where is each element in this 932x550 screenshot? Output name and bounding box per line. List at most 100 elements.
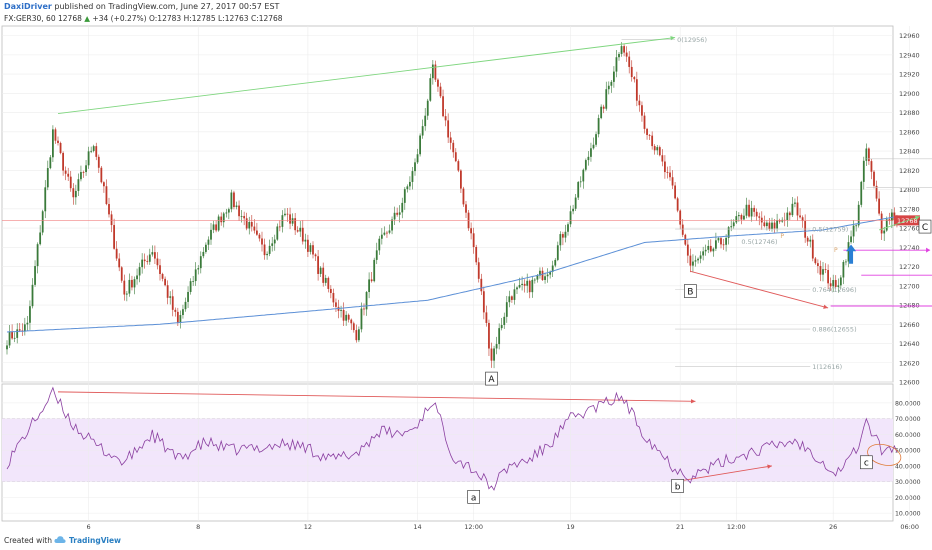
candle xyxy=(350,318,353,330)
candle xyxy=(457,159,460,173)
candle-body xyxy=(11,331,13,339)
candle xyxy=(839,275,842,289)
candle-body xyxy=(227,209,230,213)
tradingview-brand[interactable]: TradingView xyxy=(69,536,121,545)
candle-body xyxy=(546,274,549,277)
trading-chart[interactable]: 12600 12620 12640 12660 12680 12700 12720 12740… xyxy=(0,0,932,532)
candle-body xyxy=(549,271,552,275)
candle-body xyxy=(600,106,603,119)
candle xyxy=(717,237,720,243)
candle xyxy=(630,60,633,82)
candle xyxy=(493,345,495,369)
candle-body xyxy=(447,120,450,138)
wave-label-box xyxy=(918,219,932,234)
candle-body xyxy=(794,202,796,204)
candle xyxy=(184,297,187,312)
candle-body xyxy=(778,220,781,222)
candle xyxy=(235,201,238,210)
rsi-tick-label: 10.0000 xyxy=(895,511,921,518)
fib-inner-label: 0.5(12746) xyxy=(741,238,777,246)
candle xyxy=(261,231,263,252)
candle-body xyxy=(493,348,495,361)
candle-body xyxy=(498,328,501,345)
price-short-trendline xyxy=(878,216,921,231)
candle xyxy=(832,274,835,293)
candle-body xyxy=(620,46,623,54)
candle xyxy=(419,133,421,157)
candle xyxy=(233,190,235,210)
candle xyxy=(92,144,95,153)
candle xyxy=(564,224,567,243)
candle xyxy=(156,252,159,270)
candle-body xyxy=(235,205,238,208)
candle-body xyxy=(194,269,197,282)
candle-body xyxy=(495,344,498,349)
candle xyxy=(131,275,133,291)
candle xyxy=(281,210,284,233)
candle-body xyxy=(238,205,240,217)
candle-body xyxy=(758,216,761,218)
wave-label-box xyxy=(467,490,480,504)
candle xyxy=(697,257,699,264)
candle xyxy=(225,208,228,218)
candle-body xyxy=(890,212,893,221)
candle xyxy=(125,290,128,302)
candle xyxy=(610,80,613,93)
candle-body xyxy=(832,280,835,287)
candle xyxy=(154,245,156,264)
candle xyxy=(454,148,457,163)
candle-body xyxy=(554,259,557,266)
candle-body xyxy=(217,216,220,231)
up-arrow-icon xyxy=(846,244,857,264)
candle-body xyxy=(352,323,355,331)
candle-body xyxy=(291,218,294,224)
candle xyxy=(215,220,217,233)
candle xyxy=(508,290,511,308)
candle-body xyxy=(151,252,154,255)
candle-body xyxy=(105,186,108,205)
candle xyxy=(309,242,312,255)
candle xyxy=(824,263,827,274)
candle xyxy=(59,141,62,155)
candle xyxy=(46,160,49,191)
candle xyxy=(480,273,483,295)
candle-body xyxy=(92,146,95,151)
candle xyxy=(615,49,618,78)
candle-body xyxy=(822,269,824,275)
candle xyxy=(523,279,526,293)
candle-body xyxy=(477,262,480,279)
candle xyxy=(661,149,664,167)
candle-body xyxy=(674,185,676,199)
candle-body xyxy=(768,222,771,230)
fib-level-label: 0.5(12759) xyxy=(812,226,848,234)
author-link[interactable]: DaxiDriver xyxy=(4,2,52,11)
candle xyxy=(304,233,307,249)
candle-body xyxy=(666,172,669,173)
candle xyxy=(26,315,29,331)
candle-body xyxy=(511,296,513,300)
candle-body xyxy=(309,245,312,252)
candle xyxy=(605,81,608,111)
fib-level-label: 0(12956) xyxy=(677,36,707,44)
candle-body xyxy=(176,311,179,323)
candle xyxy=(148,248,151,265)
candle-body xyxy=(187,291,189,302)
candle-body xyxy=(34,266,36,285)
candle xyxy=(414,158,416,176)
publish-text: published on TradingView.com, June 27, 2… xyxy=(51,2,280,11)
candle-body xyxy=(212,224,215,230)
candle-body xyxy=(615,57,618,72)
candle xyxy=(732,219,735,229)
candle xyxy=(352,321,355,333)
candle xyxy=(590,142,592,162)
candle xyxy=(623,44,625,57)
candle xyxy=(434,60,437,83)
candle xyxy=(635,71,638,107)
candle-body xyxy=(444,116,447,121)
candle-body xyxy=(819,265,822,275)
candle xyxy=(806,235,809,246)
candle-body xyxy=(766,222,768,227)
rsi-bottom-trendline-arrowhead xyxy=(767,464,772,469)
candle xyxy=(809,235,812,248)
candle-body xyxy=(182,309,184,316)
